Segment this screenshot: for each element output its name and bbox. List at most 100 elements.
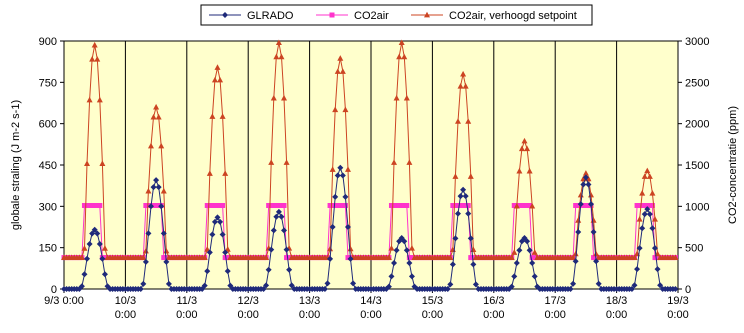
- series-co2air-verhoogd-point: [142, 247, 149, 254]
- series-co2air-verhoogd-point: [327, 245, 334, 252]
- series-co2air-verhoogd-point: [222, 170, 229, 176]
- series-co2air-point: [145, 203, 151, 209]
- series-co2air-verhoogd-point: [89, 55, 96, 62]
- series-glrado-point: [406, 259, 413, 266]
- x-tick-label: 9/3 0:00: [44, 295, 84, 307]
- series-co2air-verhoogd-point: [590, 217, 597, 223]
- series-co2air-verhoogd-point: [209, 113, 216, 119]
- series-co2air-verhoogd-point: [150, 113, 157, 120]
- series-glrado-point: [462, 193, 469, 200]
- series-glrado-point: [263, 282, 270, 289]
- series-co2air-point: [340, 203, 346, 209]
- series-co2air-point: [460, 203, 466, 209]
- series-co2air-point: [281, 203, 287, 209]
- series-co2air-point: [639, 203, 645, 209]
- series-co2air-verhoogd-point: [651, 215, 658, 222]
- x-tick-label: 18/3 0:00: [606, 295, 627, 321]
- series-glrado-point: [472, 281, 479, 288]
- y-right-tick-label: 0: [685, 284, 691, 296]
- series-glrado-point: [457, 193, 464, 200]
- series-glrado-point: [506, 286, 513, 292]
- series-glrado-point: [99, 255, 106, 262]
- series-glrado-point: [654, 266, 661, 273]
- series-co2air-point: [401, 203, 407, 209]
- series-co2air-point: [452, 203, 458, 209]
- series-glrado-point: [81, 271, 88, 278]
- series-co2air-verhoogd-point: [275, 39, 282, 46]
- series-co2air-point: [455, 203, 461, 209]
- series-co2air-point: [332, 203, 338, 209]
- series-co2air-verhoogd-point: [224, 246, 231, 252]
- legend-swatch-marker: [424, 11, 430, 18]
- series-glrado-point: [524, 238, 531, 245]
- series-co2air-point: [337, 203, 343, 209]
- y-left-axis-title: globale straling (J m-2 s-1): [10, 100, 22, 230]
- series-glrado-point: [158, 203, 165, 210]
- series-glrado-point: [580, 181, 587, 188]
- series-co2air-verhoogd-point: [158, 142, 165, 149]
- series-glrado-point: [393, 247, 400, 254]
- series-glrado-point: [101, 271, 108, 278]
- series-co2air-point: [468, 255, 474, 261]
- series-co2air-point: [327, 203, 333, 209]
- series-co2air-point: [652, 255, 658, 261]
- series-co2air-point: [222, 255, 228, 261]
- series-glrado-point: [449, 261, 456, 268]
- series-glrado-point: [590, 228, 597, 235]
- series-co2air-verhoogd-point: [347, 245, 354, 252]
- series-glrado-point: [201, 282, 208, 289]
- series-glrado-point: [672, 286, 679, 292]
- series-co2air-point: [516, 203, 522, 209]
- series-co2air-point: [519, 203, 525, 209]
- series-co2air-verhoogd-point: [160, 187, 167, 194]
- series-co2air-verhoogd-point: [342, 106, 349, 113]
- series-co2air-point: [463, 203, 469, 209]
- series-co2air-verhoogd-point: [518, 145, 525, 152]
- series-co2air-verhoogd-point: [263, 254, 270, 260]
- series-co2air-verhoogd-point: [81, 245, 88, 251]
- series-glrado-point: [513, 259, 520, 266]
- y-right-tick-label: 2500: [685, 77, 709, 89]
- series-glrado-point: [137, 286, 144, 292]
- series-co2air-point: [207, 203, 213, 209]
- series-co2air-point: [217, 203, 223, 209]
- series-co2air-point: [89, 203, 95, 209]
- legend-label: CO2air, verhoogd setpoint: [449, 10, 577, 22]
- series-co2air-verhoogd-point: [646, 173, 653, 179]
- series-co2air-verhoogd-point: [529, 202, 536, 209]
- y-left-tick-label: 600: [39, 119, 57, 131]
- series-co2air-verhoogd-point: [644, 167, 651, 174]
- series-glrado-point: [150, 184, 157, 191]
- series-glrado-point: [631, 282, 638, 289]
- series-co2air-verhoogd-point: [639, 189, 646, 196]
- x-tick-label: 11/3 0:00: [176, 295, 197, 321]
- series-co2air-point: [637, 203, 643, 209]
- series-glrado-point: [593, 258, 600, 265]
- series-co2air-verhoogd-point: [101, 245, 108, 251]
- series-co2air-verhoogd-point: [91, 41, 98, 48]
- y-right-axis-title: CO2-concentratie (ppm): [727, 106, 739, 224]
- series-glrado-point: [452, 235, 459, 242]
- series-co2air-point: [220, 203, 226, 209]
- series-glrado-point: [206, 249, 213, 256]
- series-glrado-point: [639, 225, 646, 232]
- series-co2air-point: [286, 255, 292, 261]
- series-co2air-point: [266, 203, 272, 209]
- series-glrado-point: [403, 247, 410, 254]
- series-co2air-verhoogd-point: [508, 254, 515, 260]
- series-glrado-point: [84, 255, 91, 262]
- series-co2air-verhoogd-point: [163, 247, 170, 254]
- series-glrado-point: [283, 246, 290, 253]
- series-co2air-verhoogd-point: [672, 254, 679, 260]
- series-glrado-point: [211, 218, 218, 225]
- series-glrado-point: [339, 172, 346, 179]
- y-left-tick-label: 0: [51, 284, 57, 296]
- series-co2air-verhoogd-point: [511, 249, 518, 255]
- series-glrado-point: [572, 258, 579, 265]
- series-glrado-point: [577, 201, 584, 208]
- legend-label: CO2air: [354, 10, 389, 22]
- series-glrado-point: [641, 211, 648, 218]
- series-co2air-point: [204, 203, 210, 209]
- series-co2air-point: [399, 203, 405, 209]
- series-co2air-verhoogd-point: [344, 166, 351, 172]
